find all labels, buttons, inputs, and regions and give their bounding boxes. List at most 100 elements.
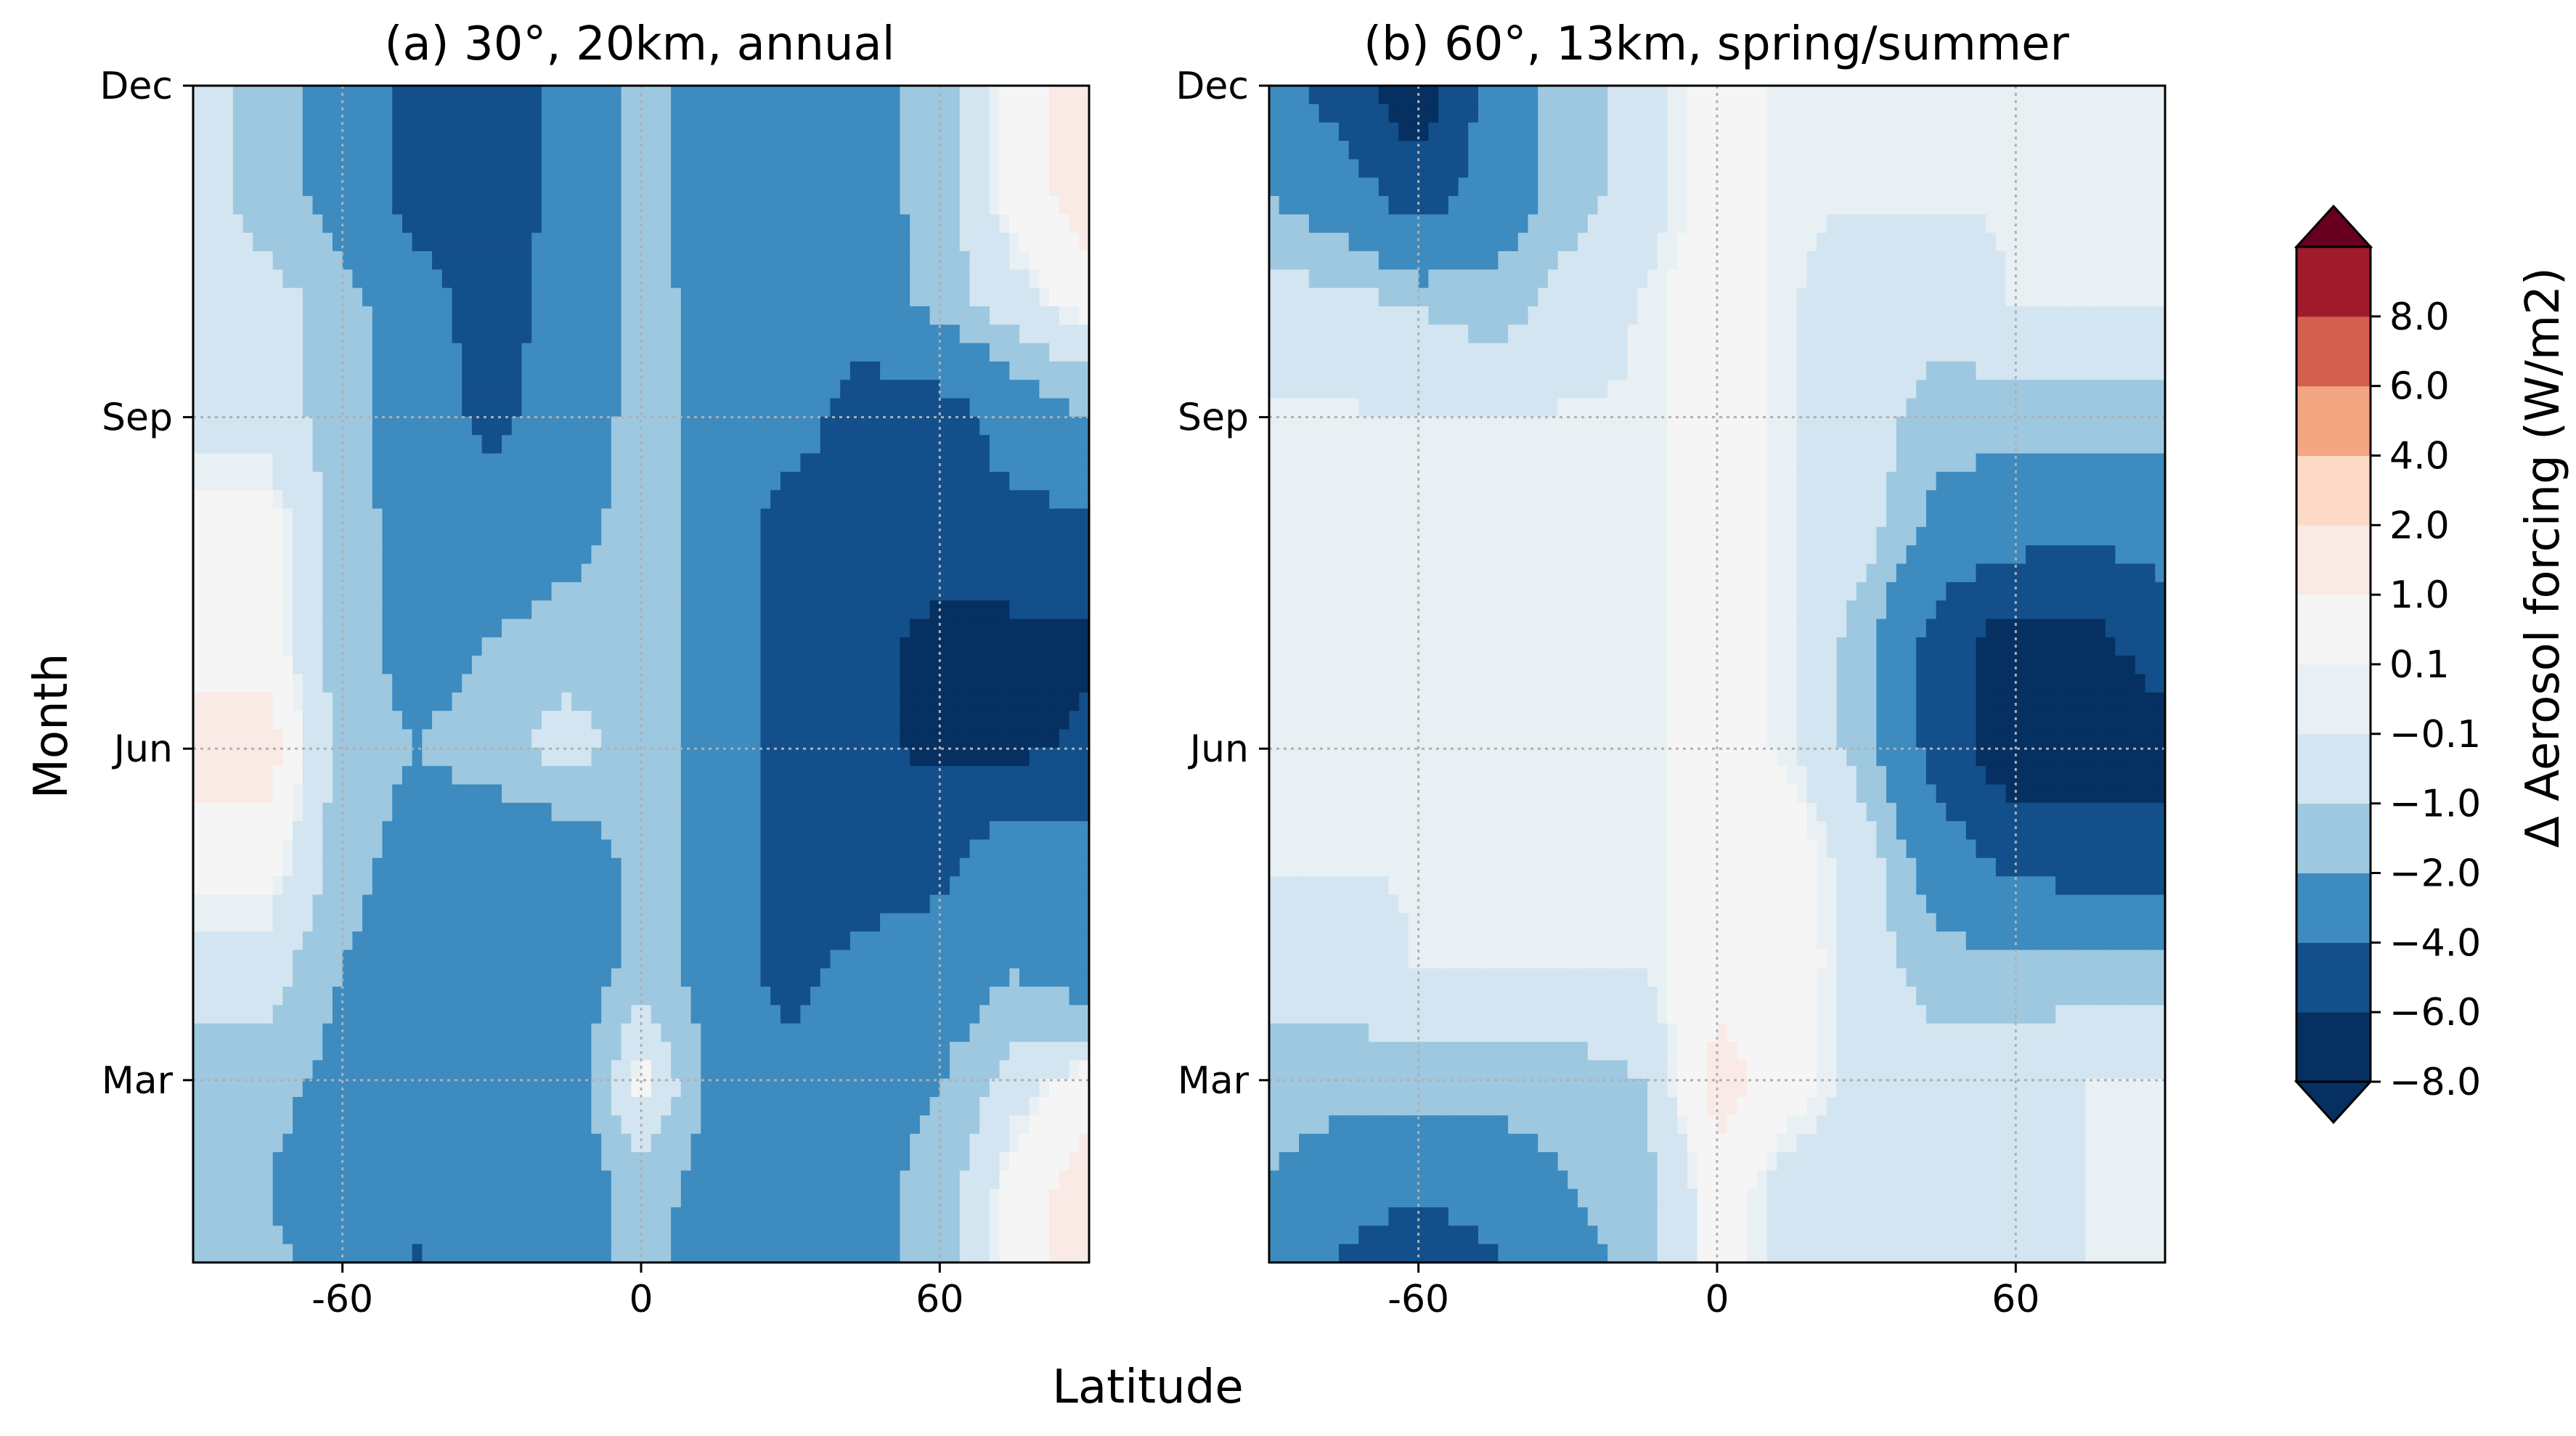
heatmap-cell xyxy=(999,435,1010,454)
heatmap-cell xyxy=(690,747,701,767)
heatmap-cell xyxy=(621,619,632,638)
heatmap-cell xyxy=(521,1042,532,1061)
heatmap-cell xyxy=(422,453,433,473)
heatmap-cell xyxy=(989,968,1000,987)
heatmap-cell xyxy=(849,600,861,620)
heatmap-cell xyxy=(611,453,622,473)
heatmap-cell xyxy=(840,250,851,270)
heatmap-cell xyxy=(710,563,722,583)
heatmap-cell xyxy=(1039,398,1050,417)
heatmap-cell xyxy=(880,526,891,546)
heatmap-cell xyxy=(253,306,264,325)
heatmap-cell xyxy=(939,214,950,234)
heatmap-cell xyxy=(830,1005,841,1024)
heatmap-cell xyxy=(800,416,811,436)
heatmap-cell xyxy=(511,195,523,215)
heatmap-cell xyxy=(481,232,492,252)
heatmap-cell xyxy=(750,637,762,656)
heatmap-cell xyxy=(701,195,712,215)
heatmap-cell xyxy=(571,876,582,896)
heatmap-cell xyxy=(511,380,523,399)
heatmap-cell xyxy=(223,306,234,325)
heatmap-cell xyxy=(193,508,204,528)
heatmap-cell xyxy=(561,563,572,583)
heatmap-cell xyxy=(203,802,214,822)
heatmap-cell xyxy=(511,968,523,987)
heatmap-cell xyxy=(232,950,244,969)
heatmap-cell xyxy=(900,913,910,932)
heatmap-cell xyxy=(900,711,910,730)
heatmap-cell xyxy=(950,104,961,123)
heatmap-cell xyxy=(302,471,314,491)
heatmap-cell xyxy=(849,913,861,932)
heatmap-cell xyxy=(939,122,950,142)
heatmap-cell xyxy=(651,784,662,804)
heatmap-cell xyxy=(910,508,921,528)
heatmap-cell xyxy=(551,857,562,877)
heatmap-cell xyxy=(481,361,492,380)
heatmap-cell xyxy=(342,950,353,969)
heatmap-cell xyxy=(661,637,672,656)
heatmap-cell xyxy=(302,747,314,767)
heatmap-cell xyxy=(541,894,553,914)
heatmap-cell xyxy=(680,839,692,859)
heatmap-cell xyxy=(860,195,871,215)
heatmap-cell xyxy=(849,325,861,344)
heatmap-cell xyxy=(999,380,1010,399)
heatmap-cell xyxy=(950,1023,961,1043)
heatmap-cell xyxy=(412,784,423,804)
heatmap-cell xyxy=(730,122,741,142)
heatmap-cell xyxy=(820,416,831,436)
heatmap-cell xyxy=(631,545,642,565)
heatmap-cell xyxy=(810,600,821,620)
heatmap-cell xyxy=(242,894,253,914)
heatmap-cell xyxy=(511,269,523,289)
heatmap-cell xyxy=(213,784,224,804)
heatmap-cell xyxy=(302,269,314,289)
heatmap-cell xyxy=(730,508,741,528)
heatmap-cell xyxy=(900,269,910,289)
heatmap-cell xyxy=(870,913,881,932)
heatmap-cell xyxy=(800,600,811,620)
heatmap-cell xyxy=(541,416,553,436)
heatmap-cell xyxy=(750,1023,762,1043)
heatmap-cell xyxy=(1029,784,1040,804)
heatmap-cell xyxy=(213,269,224,289)
heatmap-cell xyxy=(262,159,274,179)
heatmap-cell xyxy=(730,214,741,234)
heatmap-cell xyxy=(1009,1060,1020,1080)
heatmap-cell xyxy=(352,380,363,399)
heatmap-cell xyxy=(481,508,492,528)
heatmap-cell xyxy=(800,784,811,804)
heatmap-cell xyxy=(701,968,712,987)
heatmap-cell xyxy=(730,398,741,417)
heatmap-cell xyxy=(502,784,513,804)
heatmap-cell xyxy=(1029,894,1040,914)
heatmap-cell xyxy=(969,177,980,197)
heatmap-cell xyxy=(402,104,413,123)
heatmap-cell xyxy=(213,1023,224,1043)
heatmap-cell xyxy=(919,250,931,270)
heatmap-cell xyxy=(213,398,224,417)
heatmap-cell xyxy=(322,453,333,473)
heatmap-cell xyxy=(750,600,762,620)
heatmap-cell xyxy=(591,839,602,859)
heatmap-cell xyxy=(939,398,950,417)
heatmap-cell xyxy=(611,526,622,546)
heatmap-cell xyxy=(342,913,353,932)
heatmap-cell xyxy=(262,1005,274,1024)
heatmap-cell xyxy=(800,140,811,160)
heatmap-cell xyxy=(889,656,901,675)
heatmap-cell xyxy=(302,913,314,932)
heatmap-cell xyxy=(820,177,831,197)
heatmap-cell xyxy=(412,821,423,841)
heatmap-cell xyxy=(581,306,592,325)
heatmap-cell xyxy=(352,711,363,730)
heatmap-cell xyxy=(392,1078,403,1098)
heatmap-cell xyxy=(621,490,632,510)
heatmap-cell xyxy=(701,104,712,123)
heatmap-cell xyxy=(551,619,562,638)
heatmap-cell xyxy=(680,692,692,711)
heatmap-cell xyxy=(919,177,931,197)
heatmap-cell xyxy=(989,545,1000,565)
